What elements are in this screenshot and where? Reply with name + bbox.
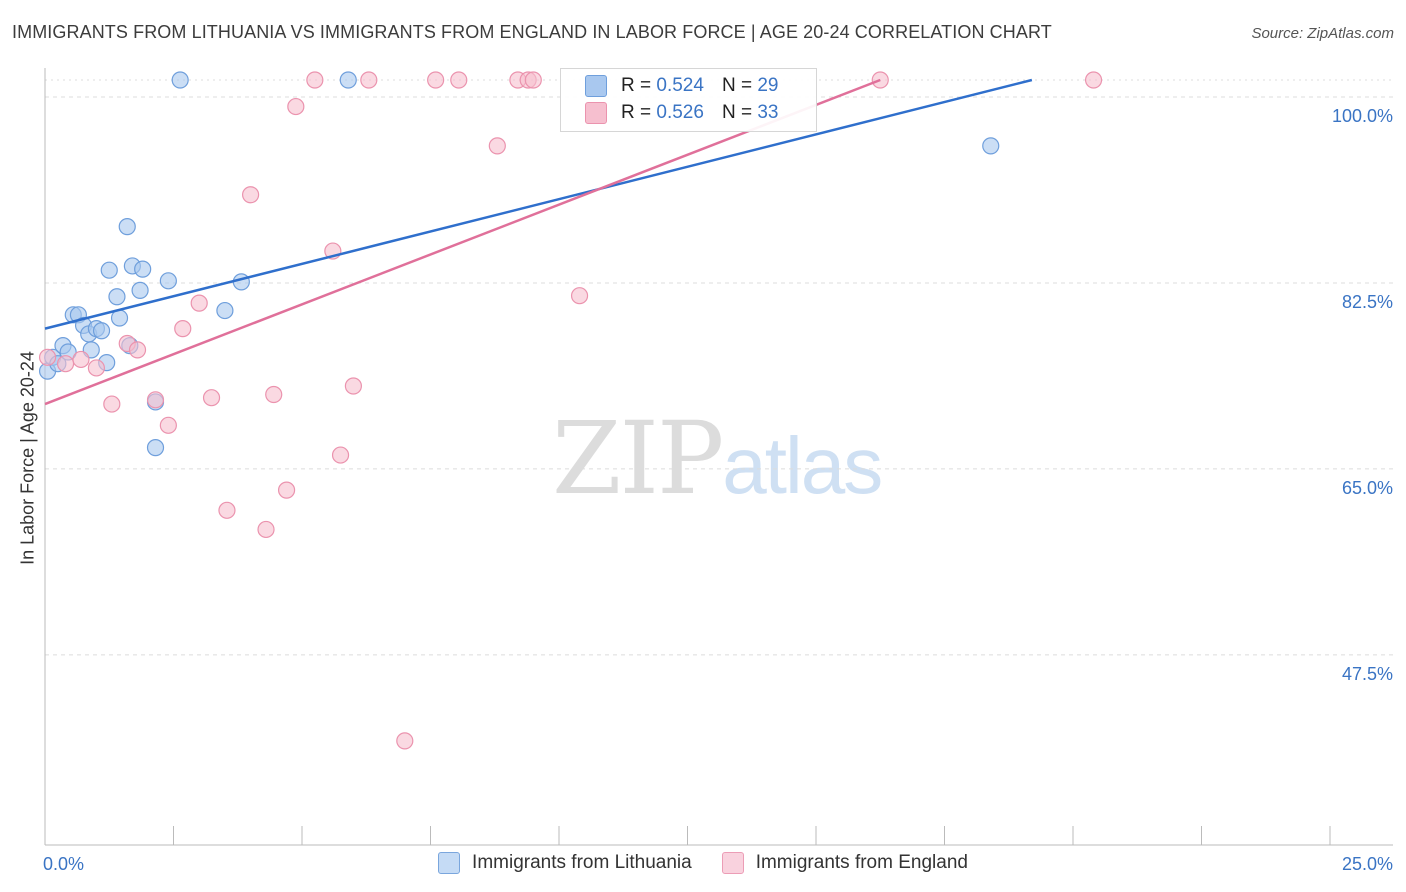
legend-r-label: R = [621, 102, 652, 123]
y-tick-label: 100.0% [1332, 106, 1393, 126]
tick-labels: 47.5% 65.0% 82.5% 100.0% 0.0% 25.0% [43, 106, 1393, 874]
england-point [570, 287, 589, 305]
lithuania-point [982, 137, 1000, 155]
legend-r-label: R = [621, 75, 652, 96]
england-point [146, 391, 165, 409]
england-point [488, 137, 506, 155]
lithuania-point [146, 439, 165, 457]
england-point [72, 350, 90, 369]
legend-r-value: 0.524 [656, 75, 704, 96]
england-point [277, 481, 296, 499]
trend-lines [44, 78, 1033, 406]
lithuania-trend-line [44, 78, 1033, 330]
y-tick-label: 82.5% [1342, 292, 1393, 312]
england-point [38, 348, 57, 366]
england-point [159, 416, 177, 434]
england-point [306, 71, 324, 89]
lithuania-point [216, 301, 234, 320]
lithuania-point [118, 218, 136, 236]
england-point [265, 385, 283, 404]
legend-n-value: 29 [757, 75, 779, 96]
lithuania-point [339, 71, 357, 89]
legend-swatch-lithuania [585, 75, 607, 97]
england-point [190, 294, 208, 312]
lithuania-point [159, 272, 177, 290]
legend-label-lithuania: Immigrants from Lithuania [472, 852, 692, 873]
source-credit: Source: ZipAtlas.com [1251, 25, 1394, 42]
watermark-zip: ZIP [552, 400, 724, 517]
england-point [56, 355, 75, 373]
legend-swatch-lithuania [438, 852, 461, 874]
legend-n-label: N = [721, 102, 753, 123]
england-point [450, 71, 468, 89]
chart-title: IMMIGRANTS FROM LITHUANIA VS IMMIGRANTS … [12, 22, 1052, 42]
x-tick-label: 25.0% [1342, 854, 1393, 874]
legend-n-value: 33 [757, 102, 779, 123]
england-point [174, 320, 192, 338]
lithuania-point [92, 322, 111, 340]
series-legend: Immigrants from Lithuania Immigrants fro… [0, 852, 1406, 874]
gridlines [45, 79, 1393, 656]
legend-swatch-england [721, 852, 744, 874]
legend-item-lithuania: Immigrants from Lithuania [438, 852, 692, 874]
england-point [427, 71, 445, 89]
lithuania-point [108, 288, 126, 306]
y-tick-label: 47.5% [1342, 664, 1393, 684]
england-point [103, 395, 121, 413]
england-point [202, 389, 221, 407]
england-point [1084, 71, 1103, 89]
england-point [257, 520, 275, 539]
watermark: ZIPatlas [552, 400, 883, 517]
england-point [87, 359, 106, 377]
legend-row-england: R = 0.526 N = 33 [585, 100, 778, 126]
england-point [242, 186, 260, 204]
england-trend-line [44, 78, 881, 406]
england-point [524, 71, 542, 89]
correlation-legend: R = 0.524 N = 29 R = 0.526 N = 33 [560, 68, 817, 132]
england-point [331, 446, 350, 464]
england-point [287, 97, 305, 116]
legend-label-england: Immigrants from England [755, 852, 968, 873]
data-points [38, 71, 1103, 750]
legend-row-lithuania: R = 0.524 N = 29 [585, 73, 778, 99]
lithuania-point [100, 261, 118, 279]
watermark-atlas: atlas [722, 421, 883, 510]
legend-n-label: N = [721, 75, 753, 96]
legend-swatch-england [585, 102, 607, 124]
y-tick-label: 65.0% [1342, 478, 1393, 498]
england-point [396, 732, 414, 750]
legend-item-england: Immigrants from England [721, 852, 968, 874]
england-point [360, 71, 378, 89]
england-point [128, 341, 147, 359]
legend-r-value: 0.526 [656, 102, 704, 123]
lithuania-point [232, 273, 250, 291]
lithuania-point [134, 260, 152, 278]
england-point [344, 377, 362, 395]
axes [44, 68, 1393, 846]
lithuania-point [171, 71, 189, 89]
england-point [218, 501, 236, 519]
lithuania-point [131, 281, 149, 299]
x-tick-label: 0.0% [43, 854, 84, 874]
